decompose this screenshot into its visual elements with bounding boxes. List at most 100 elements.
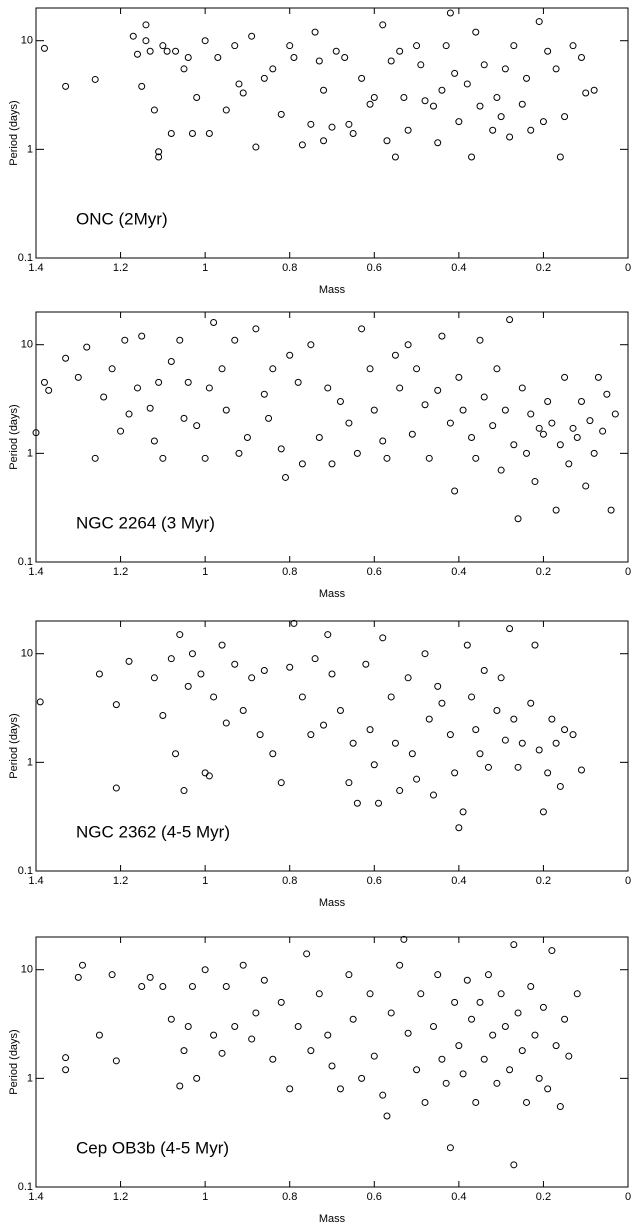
- point: [260, 667, 268, 675]
- point: [294, 1023, 302, 1031]
- point: [265, 414, 273, 422]
- point: [366, 990, 374, 998]
- point: [383, 1112, 391, 1120]
- point: [248, 674, 256, 682]
- point: [370, 761, 378, 769]
- point: [535, 1074, 543, 1082]
- point: [451, 769, 459, 777]
- point: [45, 386, 53, 394]
- point: [408, 430, 416, 438]
- point: [155, 378, 163, 386]
- point: [125, 410, 133, 418]
- point: [514, 1009, 522, 1017]
- point: [83, 343, 91, 351]
- x-tick-label: 0.6: [367, 262, 382, 274]
- point: [493, 94, 501, 102]
- point: [248, 32, 256, 40]
- point: [501, 65, 509, 73]
- point: [556, 782, 564, 790]
- x-tick-label: 1: [202, 262, 208, 274]
- point: [468, 433, 476, 441]
- point: [235, 449, 243, 457]
- point: [269, 65, 277, 73]
- point: [561, 1015, 569, 1023]
- point: [231, 660, 239, 668]
- point: [442, 42, 450, 50]
- point: [150, 106, 158, 114]
- point: [311, 28, 319, 36]
- point: [222, 106, 230, 114]
- x-tick-label: 0.6: [367, 875, 382, 887]
- point: [218, 365, 226, 373]
- point: [341, 54, 349, 62]
- point: [294, 378, 302, 386]
- point: [142, 21, 150, 29]
- point: [146, 404, 154, 412]
- point: [383, 137, 391, 145]
- point: [438, 86, 446, 94]
- point: [260, 74, 268, 82]
- point: [586, 417, 594, 425]
- point: [404, 126, 412, 134]
- x-tick-label: 0.4: [451, 1191, 466, 1203]
- point: [489, 126, 497, 134]
- x-axis-label: Mass: [319, 1213, 346, 1224]
- point: [167, 129, 175, 137]
- point: [324, 631, 332, 639]
- point: [345, 120, 353, 128]
- point: [36, 698, 44, 706]
- point: [286, 663, 294, 671]
- panel: 1.4 1.2 1 0.8 0.6 0.4 0.2 0 0.1 1 10 Mass Period (da…: [8, 7, 631, 296]
- point: [260, 976, 268, 984]
- point: [218, 641, 226, 649]
- point: [370, 406, 378, 414]
- x-tick-label: 1.4: [28, 875, 43, 887]
- x-tick-label: 0.4: [451, 262, 466, 274]
- x-tick-label: 1: [202, 875, 208, 887]
- point: [252, 1009, 260, 1017]
- point: [129, 32, 137, 40]
- point: [523, 449, 531, 457]
- point: [256, 731, 264, 739]
- point: [328, 460, 336, 468]
- point: [201, 769, 209, 777]
- point: [535, 18, 543, 26]
- point: [281, 473, 289, 481]
- point: [286, 1085, 294, 1093]
- point: [117, 427, 125, 435]
- point: [108, 365, 116, 373]
- point: [573, 433, 581, 441]
- point: [133, 50, 141, 58]
- point: [349, 1015, 357, 1023]
- point: [506, 316, 514, 324]
- point: [493, 365, 501, 373]
- x-tick-label: 0: [625, 875, 631, 887]
- point: [396, 47, 404, 55]
- point: [387, 57, 395, 65]
- point: [188, 129, 196, 137]
- point: [472, 1098, 480, 1106]
- point: [518, 1047, 526, 1055]
- point: [476, 750, 484, 758]
- point: [370, 94, 378, 102]
- point: [324, 384, 332, 392]
- point: [442, 1079, 450, 1087]
- point: [345, 419, 353, 427]
- point: [159, 454, 167, 462]
- point: [527, 699, 535, 707]
- point: [277, 445, 285, 453]
- point: [463, 641, 471, 649]
- point: [370, 1052, 378, 1060]
- point: [286, 351, 294, 359]
- point: [379, 21, 387, 29]
- point: [561, 113, 569, 121]
- x-tick-label: 0: [625, 566, 631, 578]
- point: [32, 429, 40, 437]
- point: [527, 983, 535, 991]
- point: [150, 437, 158, 445]
- point: [552, 739, 560, 747]
- x-tick-label: 1: [202, 566, 208, 578]
- point: [172, 750, 180, 758]
- point: [493, 1079, 501, 1087]
- point: [391, 739, 399, 747]
